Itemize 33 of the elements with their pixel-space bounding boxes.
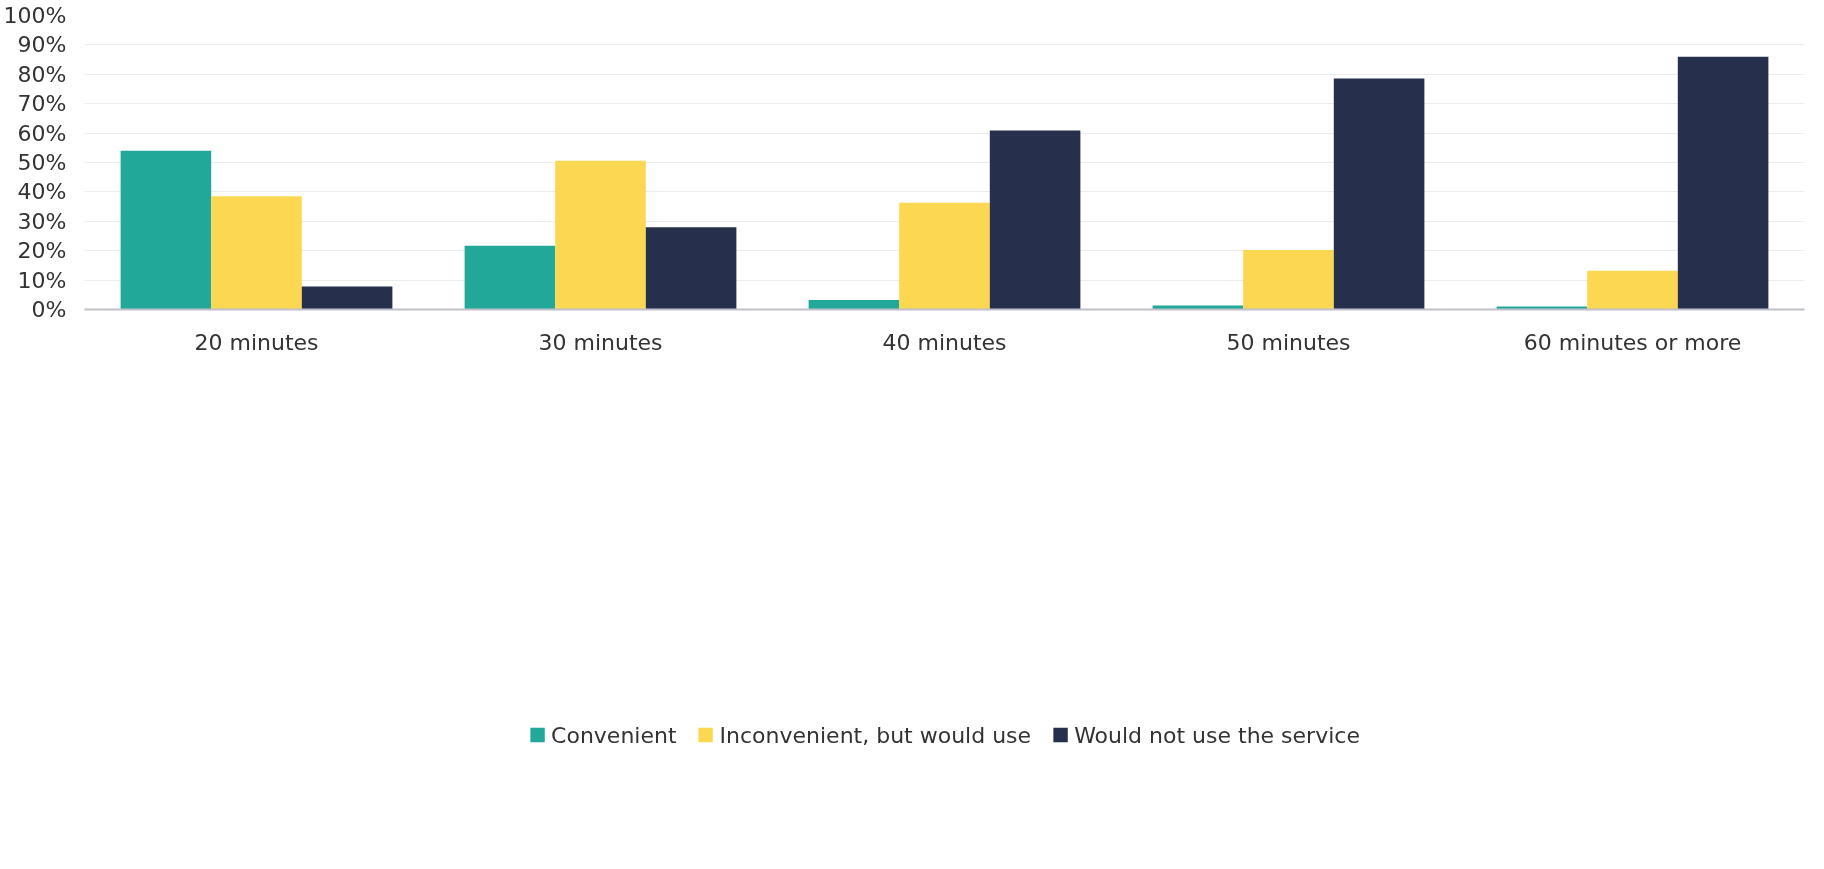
y-tick-label: 10% — [17, 267, 67, 293]
y-tick-label: 90% — [17, 32, 67, 58]
bar — [211, 196, 302, 310]
y-tick-label: 80% — [17, 61, 67, 87]
bar — [464, 245, 556, 310]
x-tick-label: 20 minutes — [194, 329, 319, 355]
y-tick-label: 50% — [17, 150, 67, 175]
bar — [1677, 56, 1769, 310]
legend-label: Convenient — [551, 722, 677, 748]
bar — [1152, 305, 1244, 310]
x-tick-label: 30 minutes — [538, 329, 663, 355]
bar — [1587, 270, 1678, 310]
bar — [555, 160, 646, 310]
bar — [1243, 250, 1334, 310]
bar — [120, 150, 212, 310]
legend-label: Would not use the service — [1074, 722, 1360, 748]
bar — [989, 130, 1081, 310]
bar — [1333, 78, 1425, 310]
bar — [899, 202, 990, 310]
x-tick-label: 50 minutes — [1226, 329, 1351, 355]
y-tick-label: 30% — [17, 208, 67, 234]
y-tick-label: 60% — [17, 120, 67, 146]
y-tick-label: 100% — [3, 3, 67, 28]
y-tick-label: 70% — [17, 91, 67, 117]
legend-label: Inconvenient, but would use — [719, 722, 1032, 748]
bar — [808, 300, 900, 310]
x-tick-label: 40 minutes — [882, 329, 1007, 355]
y-tick-label: 20% — [17, 238, 67, 264]
y-tick-label: 0% — [31, 297, 67, 322]
y-tick-label: 40% — [17, 179, 67, 205]
bar — [301, 286, 393, 310]
x-tick-label: 60 minutes or more — [1523, 329, 1742, 355]
bar — [645, 227, 737, 310]
